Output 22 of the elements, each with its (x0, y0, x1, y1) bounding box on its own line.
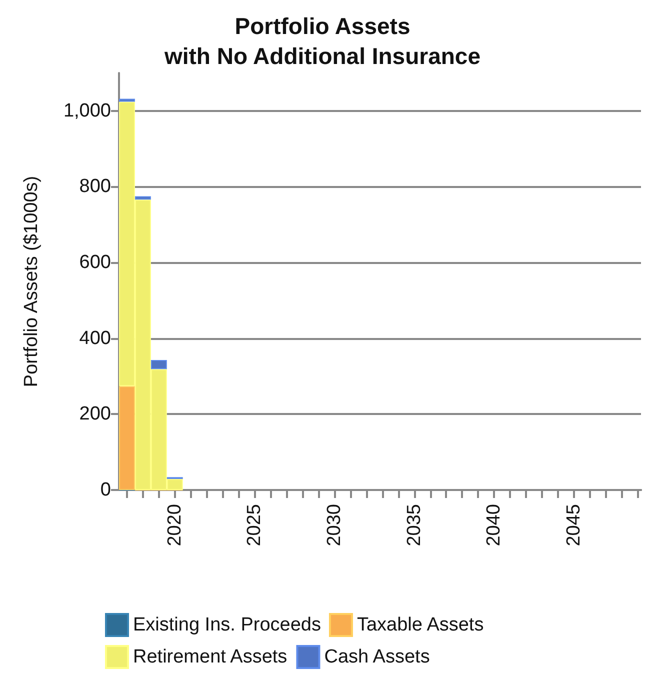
x-tick-label: 2045 (563, 504, 584, 546)
y-tick-label: 600 (79, 252, 111, 274)
y-tick-label: 200 (79, 404, 111, 425)
bar (119, 98, 135, 102)
y-axis-title: Portfolio Assets ($1000s) (21, 176, 42, 388)
x-tick-label: 2030 (324, 504, 346, 546)
legend-label: Retirement Assets (133, 646, 288, 668)
x-tick-label: 2020 (164, 504, 186, 546)
x-tick-label: 2040 (484, 504, 505, 546)
bar (134, 196, 151, 200)
legend-label: Taxable Assets (356, 614, 484, 636)
x-tick-label: 2035 (404, 504, 425, 546)
chart-title: Portfolio Assets with No Additional Insurance (163, 13, 481, 69)
x-tick-label: 2025 (244, 504, 266, 546)
y-tick-label: 0 (100, 480, 111, 500)
y-tick-label: 400 (79, 328, 111, 349)
y-tick-label: 800 (79, 176, 111, 198)
legend-label: Existing Ins. Proceeds (133, 614, 321, 636)
legend-label: Cash Assets (324, 646, 430, 668)
bar (150, 360, 167, 370)
bar (119, 386, 135, 490)
y-tick-label: 1,000 (63, 100, 111, 122)
